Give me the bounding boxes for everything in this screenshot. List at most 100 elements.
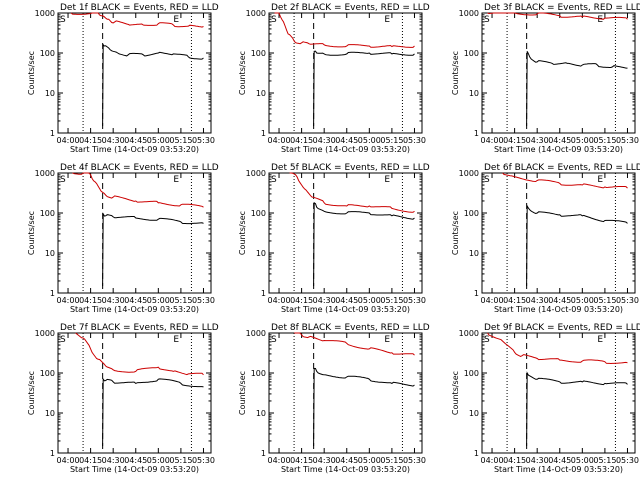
y-axis-label: Counts/sec	[451, 371, 460, 415]
y-tick-label: 1	[50, 449, 55, 458]
events-series-line	[313, 367, 415, 447]
chart-panel-3: Det 3f BLACK = Events, RED = LLD 1 10 100 10…	[451, 3, 640, 154]
chart-panel-2: Det 2f BLACK = Events, RED = LLD 1 10 100 10…	[238, 3, 430, 154]
chart-title: Det 7f BLACK = Events, RED = LLD	[60, 323, 219, 333]
end-marker-label: E	[597, 15, 603, 25]
y-axis-label: Counts/sec	[238, 51, 247, 95]
x-tick-label: 04:00	[57, 456, 80, 465]
x-tick-label: 05:15	[380, 456, 403, 465]
x-tick-label: 04:45	[124, 136, 147, 145]
end-marker-label: E	[597, 335, 603, 345]
events-series-line	[313, 50, 415, 127]
y-axis-label: Counts/sec	[451, 211, 460, 255]
x-axis-label: Start Time (14-Oct-09 03:53:20)	[494, 145, 623, 154]
chart-panel-1: Det 1f BLACK = Events, RED = LLD 1 10 100 10…	[27, 3, 219, 154]
plot-frame	[57, 172, 212, 294]
events-series-line	[102, 212, 204, 287]
x-axis-label: Start Time (14-Oct-09 03:53:20)	[281, 305, 410, 314]
chart-title: Det 3f BLACK = Events, RED = LLD	[484, 3, 640, 13]
y-tick-label: 10	[469, 409, 479, 418]
x-tick-label: 05:15	[169, 456, 192, 465]
start-marker-label: S	[484, 175, 490, 185]
plot-frame	[268, 172, 423, 294]
chart-panel-8: Det 8f BLACK = Events, RED = LLD 1 10 100 10…	[238, 323, 430, 474]
chart-panel-9: Det 9f BLACK = Events, RED = LLD 1 10 100 10…	[451, 323, 640, 474]
x-axis-label: Start Time (14-Oct-09 03:53:20)	[70, 305, 199, 314]
plot-frame	[57, 332, 212, 454]
x-tick-label: 05:00	[358, 296, 381, 305]
x-tick-label: 05:30	[192, 456, 215, 465]
chart-title: Det 8f BLACK = Events, RED = LLD	[271, 323, 430, 333]
end-marker-label: E	[384, 175, 390, 185]
x-tick-label: 04:30	[313, 136, 336, 145]
end-marker-label: E	[384, 15, 390, 25]
y-tick-label: 1000	[35, 329, 55, 338]
events-series-line	[526, 204, 628, 287]
lld-series-line	[70, 12, 204, 28]
x-tick-label: 04:30	[102, 296, 125, 305]
x-tick-label: 04:30	[102, 136, 125, 145]
x-axis-label: Start Time (14-Oct-09 03:53:20)	[70, 465, 199, 474]
chart-title: Det 1f BLACK = Events, RED = LLD	[60, 3, 219, 13]
x-tick-label: 05:15	[593, 296, 616, 305]
y-tick-label: 10	[256, 409, 266, 418]
start-marker-label: S	[271, 175, 277, 185]
x-tick-label: 04:15	[503, 456, 526, 465]
x-tick-label: 05:00	[571, 456, 594, 465]
y-tick-label: 100	[251, 209, 266, 218]
plot-frame	[481, 12, 636, 134]
x-tick-label: 05:00	[571, 296, 594, 305]
y-axis-label: Counts/sec	[27, 51, 36, 95]
x-tick-label: 04:15	[290, 296, 313, 305]
events-series-line	[102, 377, 204, 447]
y-tick-label: 1000	[246, 169, 266, 178]
y-tick-label: 1	[50, 129, 55, 138]
y-tick-label: 100	[464, 369, 479, 378]
x-tick-label: 05:30	[616, 456, 639, 465]
y-tick-label: 100	[464, 209, 479, 218]
plot-frame	[57, 12, 212, 134]
x-tick-label: 04:30	[313, 456, 336, 465]
chart-title: Det 9f BLACK = Events, RED = LLD	[484, 323, 640, 333]
plot-frame	[268, 332, 423, 454]
y-tick-label: 1	[474, 129, 479, 138]
x-tick-label: 04:30	[526, 296, 549, 305]
end-marker-label: E	[597, 175, 603, 185]
x-axis-label: Start Time (14-Oct-09 03:53:20)	[70, 145, 199, 154]
y-axis-label: Counts/sec	[238, 371, 247, 415]
start-marker-label: S	[271, 15, 277, 25]
y-tick-label: 1000	[35, 9, 55, 18]
start-marker-label: S	[271, 335, 277, 345]
x-tick-label: 04:15	[79, 456, 102, 465]
x-tick-label: 05:30	[616, 296, 639, 305]
x-tick-label: 04:00	[268, 296, 291, 305]
y-tick-label: 1	[261, 289, 266, 298]
y-tick-label: 1	[474, 449, 479, 458]
y-tick-label: 100	[40, 209, 55, 218]
x-axis-label: Start Time (14-Oct-09 03:53:20)	[494, 465, 623, 474]
y-tick-label: 100	[251, 369, 266, 378]
chart-title: Det 2f BLACK = Events, RED = LLD	[271, 3, 430, 13]
events-series-line	[526, 371, 628, 447]
x-tick-label: 04:30	[313, 296, 336, 305]
lld-series-line	[72, 172, 204, 208]
y-tick-label: 100	[40, 369, 55, 378]
y-tick-label: 1000	[459, 169, 479, 178]
y-axis-label: Counts/sec	[27, 371, 36, 415]
end-marker-label: E	[384, 335, 390, 345]
y-tick-label: 1	[50, 289, 55, 298]
lld-series-line	[487, 12, 628, 20]
start-marker-label: S	[60, 175, 66, 185]
x-tick-label: 05:00	[147, 296, 170, 305]
end-marker-label: E	[173, 335, 179, 345]
x-axis-label: Start Time (14-Oct-09 03:53:20)	[281, 145, 410, 154]
x-tick-label: 04:45	[124, 456, 147, 465]
start-marker-label: S	[60, 15, 66, 25]
lld-series-line	[75, 332, 204, 376]
y-tick-label: 1	[261, 449, 266, 458]
chart-panel-6: Det 6f BLACK = Events, RED = LLD 1 10 100 10…	[451, 163, 640, 314]
y-tick-label: 1	[474, 289, 479, 298]
lld-series-line	[274, 12, 415, 48]
x-tick-label: 04:15	[290, 456, 313, 465]
